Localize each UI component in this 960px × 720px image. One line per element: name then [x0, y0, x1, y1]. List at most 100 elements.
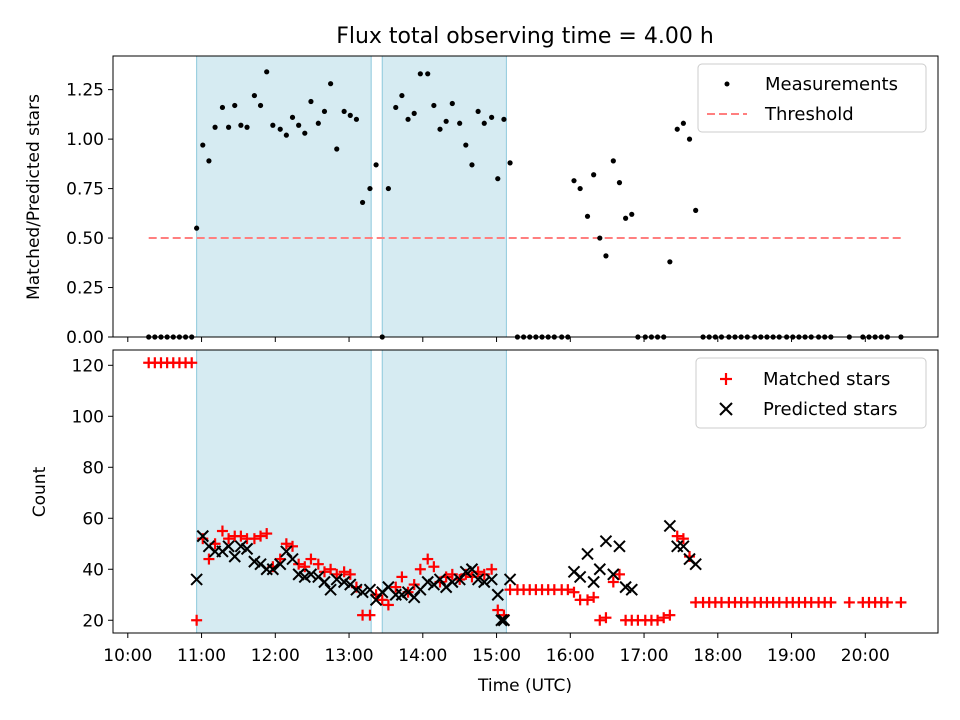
matched-star-marker: [293, 558, 305, 570]
predicted-star-marker: [503, 573, 517, 586]
measurement-point: [367, 185, 373, 192]
matched-star-marker: [825, 596, 837, 608]
matched-star-marker: [390, 581, 402, 593]
predicted-star-marker: [369, 593, 383, 607]
measurement-point: [405, 116, 411, 122]
matched-star-marker: [255, 530, 267, 542]
y-tick-label: 0.25: [66, 279, 104, 299]
predicted-star-marker: [330, 573, 343, 586]
matched-star-marker: [344, 568, 356, 580]
matched-star-marker: [223, 533, 235, 545]
measurement-point: [321, 108, 328, 115]
matched-star-marker: [299, 561, 311, 573]
matched-star-marker: [280, 538, 292, 550]
bottom-panel: 20 40 60 80 100 120 10:00 11:00 12:00 13:00 14:00…: [30, 349, 939, 696]
x-tick-label: 11:00: [177, 646, 226, 666]
measurement-point: [584, 213, 591, 219]
x-tick-label: 16:00: [546, 646, 595, 666]
matched-star-marker: [486, 563, 498, 575]
predicted-star-marker: [581, 547, 594, 561]
y-tick-label: 40: [82, 560, 104, 580]
predicted-star-marker: [356, 586, 369, 599]
measurement-point: [616, 180, 623, 186]
matched-star-marker: [677, 533, 689, 545]
matched-star-marker: [235, 530, 247, 542]
measurement-point: [200, 142, 206, 148]
top-shaded-regions: [196, 55, 507, 338]
measurement-point: [328, 81, 334, 87]
top-x-axis-ticks: [127, 337, 866, 342]
bottom-y-axis-label: Count: [30, 466, 50, 517]
measurement-point: [469, 162, 475, 168]
measurement-point: [411, 110, 417, 116]
top-plot-frame: [112, 55, 939, 338]
measurement-point: [449, 100, 455, 107]
y-tick-label: 80: [82, 458, 104, 478]
predicted-star-marker: [304, 568, 318, 581]
matched-star-marker: [203, 553, 215, 565]
measurement-point: [270, 122, 276, 128]
matched-star-marker: [664, 609, 676, 621]
matched-star-marker: [492, 604, 504, 616]
predicted-star-marker: [280, 545, 293, 558]
measurement-point: [232, 102, 238, 109]
measurement-point: [431, 102, 437, 109]
shaded-interval: [196, 55, 372, 338]
measurement-point: [417, 71, 423, 77]
measurement-point: [289, 114, 296, 120]
top-panel: 0.00 0.25 0.50 0.75 1.00 1.25 Matched/Predict…: [24, 55, 939, 348]
measurement-point: [475, 108, 481, 115]
measurement-point: [597, 235, 603, 241]
y-tick-label: 0.50: [66, 229, 104, 249]
x-tick-label: 14:00: [398, 646, 447, 666]
measurement-point: [264, 69, 270, 75]
matched-star-marker: [428, 561, 440, 573]
y-tick-label: 1.00: [66, 130, 104, 150]
predicted-star-marker: [407, 591, 421, 604]
legend-threshold-label: Threshold: [764, 104, 854, 125]
measurement-point: [219, 104, 226, 111]
matched-star-marker: [408, 579, 420, 591]
measurement-point: [399, 92, 405, 99]
measurement-point: [489, 114, 495, 120]
legend-measurements-label: Measurements: [765, 74, 898, 95]
measurement-point: [443, 118, 449, 124]
predicted-star-marker: [573, 570, 587, 584]
measurement-point: [353, 116, 360, 122]
matched-star-marker: [376, 594, 388, 606]
x-tick-label: 17:00: [620, 646, 669, 666]
matched-star-marker: [261, 528, 273, 540]
measurement-point: [437, 126, 443, 132]
top-legend: Measurements Threshold: [697, 63, 927, 133]
bottom-legend-box: [695, 357, 927, 429]
measurement-point: [244, 124, 250, 130]
measurement-point: [507, 160, 513, 166]
predicted-star-marker: [495, 614, 508, 627]
predicted-star-marker: [228, 550, 241, 563]
predicted-star-marker: [363, 583, 377, 596]
bottom-y-axis-ticks: 20 40 60 80 100 120: [72, 356, 113, 631]
legend-matched-label: Matched stars: [763, 369, 890, 390]
x-tick-label: 13:00: [325, 646, 374, 666]
measurement-point: [238, 122, 244, 128]
x-tick-label: 12:00: [251, 646, 300, 666]
predicted-star-marker: [587, 575, 600, 589]
measurement-point: [425, 71, 431, 77]
matched-star-marker: [613, 568, 625, 580]
measurement-point: [481, 120, 487, 126]
predicted-star-marker: [190, 573, 203, 586]
predicted-star-marker: [607, 568, 620, 581]
measurement-point: [610, 158, 616, 164]
matched-star-marker: [191, 614, 203, 626]
matched-star-marker: [568, 586, 580, 598]
predicted-star-marker: [240, 542, 254, 556]
x-tick-label: 19:00: [767, 646, 816, 666]
measurement-point: [385, 185, 391, 192]
matched-star-marker: [287, 540, 299, 552]
measurement-point: [257, 102, 264, 109]
matched-star-marker: [248, 533, 260, 545]
matched-star-marker: [881, 596, 893, 608]
measurement-point: [623, 215, 629, 221]
measurement-point: [251, 92, 258, 99]
measurement-point: [283, 132, 289, 138]
